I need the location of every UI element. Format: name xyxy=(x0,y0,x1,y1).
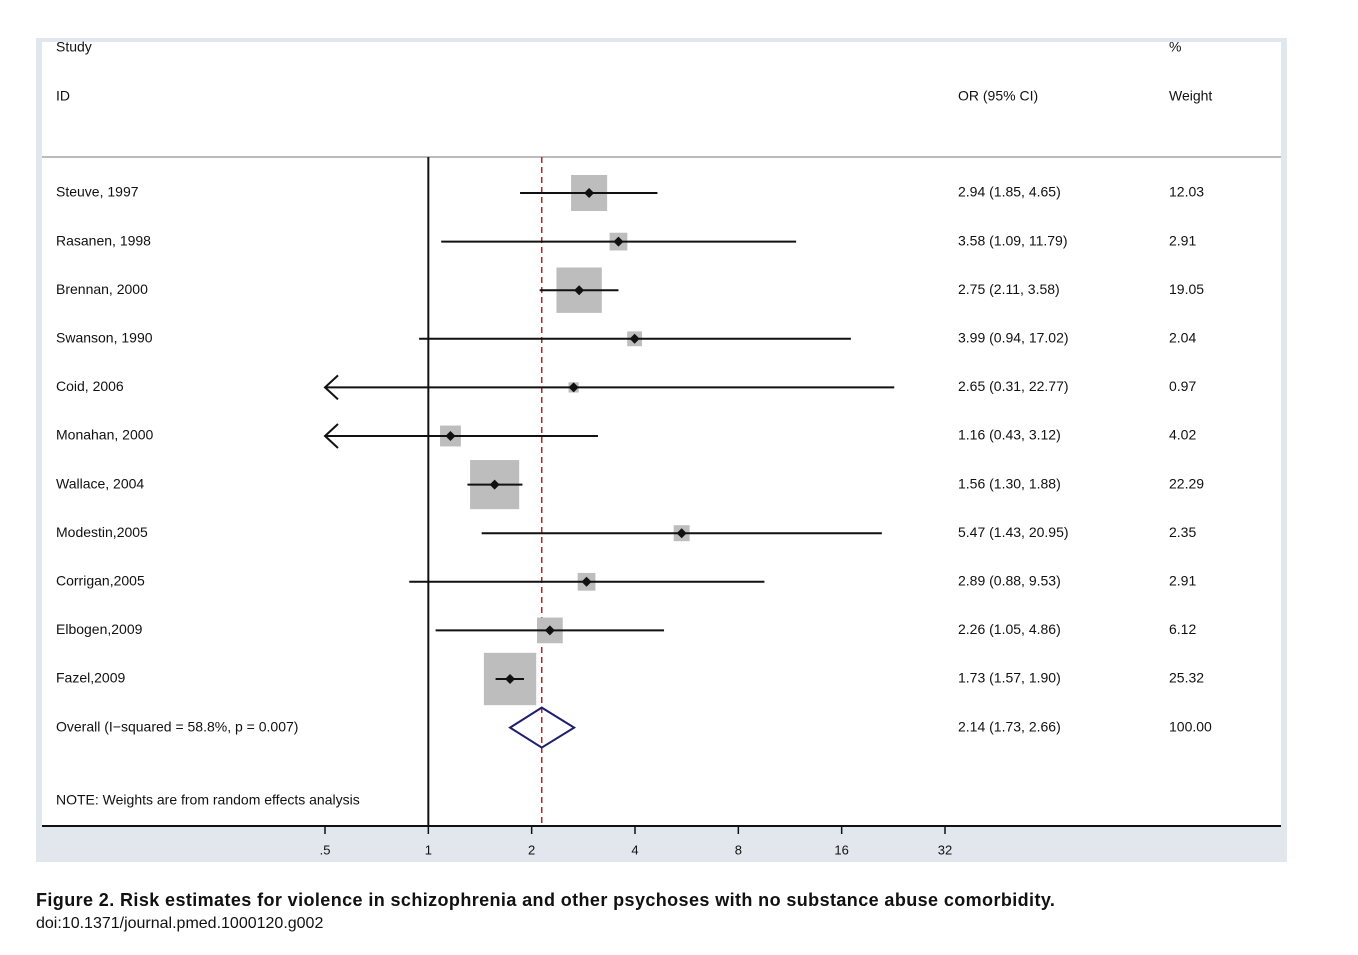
estimate-label: 3.99 (0.94, 17.02) xyxy=(958,330,1069,346)
estimate-label: 1.16 (0.43, 3.12) xyxy=(958,427,1061,443)
header: OR (95% CI) xyxy=(958,88,1038,104)
study-label: Modestin,2005 xyxy=(56,524,148,540)
header: Study xyxy=(56,39,92,55)
x-tick-label: .5 xyxy=(320,842,331,857)
ci-arrow xyxy=(323,374,339,401)
weight-label: 100.00 xyxy=(1169,718,1212,734)
caption-doi: doi:10.1371/journal.pmed.1000120.g002 xyxy=(36,915,323,932)
header: Weight xyxy=(1169,88,1212,104)
weight-label: 2.91 xyxy=(1169,573,1196,589)
weight-label: 2.91 xyxy=(1169,232,1196,248)
x-tick-label: 1 xyxy=(425,842,432,857)
x-tick-label: 4 xyxy=(631,842,638,857)
x-tick-label: 2 xyxy=(528,842,535,857)
point-estimate xyxy=(581,576,592,587)
study-label: Steuve, 1997 xyxy=(56,184,139,200)
point-estimate xyxy=(676,528,687,539)
weight-label: 19.05 xyxy=(1169,281,1204,297)
study-label: Brennan, 2000 xyxy=(56,281,148,297)
weight-label: 25.32 xyxy=(1169,670,1204,686)
x-tick-label: 32 xyxy=(938,842,952,857)
weight-label: 0.97 xyxy=(1169,378,1196,394)
point-estimate xyxy=(544,625,555,636)
point-estimate xyxy=(445,431,456,441)
estimate-label: 1.56 (1.30, 1.88) xyxy=(958,475,1061,491)
point-estimate xyxy=(584,188,595,198)
weight-label: 6.12 xyxy=(1169,621,1196,637)
estimate-label: 2.26 (1.05, 4.86) xyxy=(958,621,1061,637)
x-tick-label: 8 xyxy=(735,842,742,857)
header: % xyxy=(1169,39,1181,55)
study-label: Elbogen,2009 xyxy=(56,621,143,637)
weight-label: 22.29 xyxy=(1169,475,1204,491)
weight-label: 4.02 xyxy=(1169,427,1196,443)
estimate-label: 1.73 (1.57, 1.90) xyxy=(958,670,1061,686)
point-estimate xyxy=(574,285,585,296)
study-label: Overall (I−squared = 58.8%, p = 0.007) xyxy=(56,718,298,734)
note: NOTE: Weights are from random effects an… xyxy=(56,792,360,808)
estimate-label: 3.58 (1.09, 11.79) xyxy=(958,232,1067,248)
point-estimate xyxy=(613,236,624,247)
estimate-label: 2.89 (0.88, 9.53) xyxy=(958,573,1061,589)
point-estimate xyxy=(629,333,640,344)
study-label: Coid, 2006 xyxy=(56,378,124,394)
weight-label: 2.35 xyxy=(1169,524,1196,540)
estimate-label: 2.75 (2.11, 3.58) xyxy=(958,281,1060,297)
study-label: Rasanen, 1998 xyxy=(56,232,151,248)
study-label: Wallace, 2004 xyxy=(56,475,144,491)
header: ID xyxy=(56,88,70,104)
panel xyxy=(42,42,1281,826)
ci-arrow xyxy=(323,423,339,449)
study-label: Fazel,2009 xyxy=(56,670,125,686)
point-estimate xyxy=(568,382,579,393)
point-estimate xyxy=(489,479,500,490)
estimate-label: 2.65 (0.31, 22.77) xyxy=(958,378,1069,394)
overall-diamond xyxy=(508,706,577,749)
x-tick-label: 16 xyxy=(834,842,848,857)
estimate-label: 5.47 (1.43, 20.95) xyxy=(958,524,1069,540)
study-label: Monahan, 2000 xyxy=(56,427,154,443)
study-label: Swanson, 1990 xyxy=(56,330,153,346)
caption-title: Figure 2. Risk estimates for violence in… xyxy=(36,890,1055,910)
weight-label: 2.04 xyxy=(1169,330,1196,346)
estimate-label: 2.14 (1.73, 2.66) xyxy=(958,718,1061,734)
estimate-label: 2.94 (1.85, 4.65) xyxy=(958,184,1061,200)
study-label: Corrigan,2005 xyxy=(56,573,145,589)
weight-label: 12.03 xyxy=(1169,184,1204,200)
point-estimate xyxy=(505,674,516,684)
